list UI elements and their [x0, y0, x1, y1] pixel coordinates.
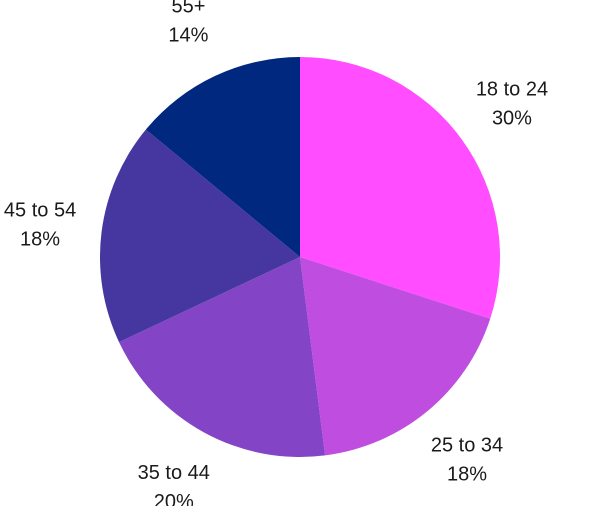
- pie-labels: 18 to 24 30% 25 to 34 18% 35 to 44 20% 45 to 5…: [4, 0, 548, 506]
- pie-slice-55: [145, 57, 300, 257]
- pie-slices: [100, 57, 500, 457]
- slice-percent-label: 14%: [168, 24, 208, 46]
- slice-category-label: 25 to 34: [431, 434, 503, 456]
- slice-percent-label: 18%: [20, 229, 60, 251]
- pie-slice-18-to-24: [300, 57, 500, 319]
- slice-category-label: 18 to 24: [476, 79, 548, 101]
- slice-percent-label: 30%: [492, 108, 532, 130]
- slice-category-label: 55+: [171, 0, 205, 17]
- slice-percent-label: 18%: [447, 463, 487, 485]
- slice-category-label: 45 to 54: [4, 200, 76, 222]
- slice-category-label: 35 to 44: [138, 462, 210, 484]
- pie-slice-45-to-54: [100, 129, 300, 343]
- slice-percent-label: 20%: [154, 491, 194, 506]
- pie-slice-35-to-44: [119, 257, 326, 457]
- pie-slice-25-to-34: [300, 257, 491, 456]
